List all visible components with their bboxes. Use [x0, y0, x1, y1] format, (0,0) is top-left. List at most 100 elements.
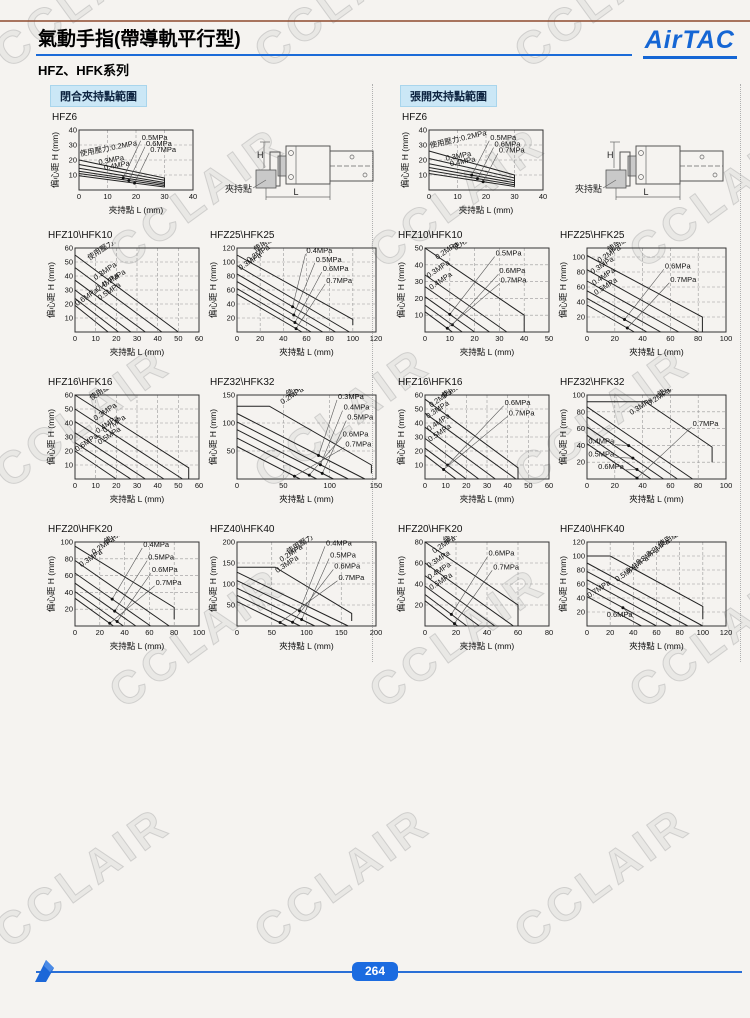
svg-text:20: 20 [112, 481, 120, 490]
svg-text:10: 10 [419, 171, 427, 180]
chart-title: HFZ6 [402, 112, 427, 123]
svg-text:20: 20 [96, 628, 104, 637]
footer-brand-icon [34, 958, 58, 984]
chart-open-hfz6: HFZ6 0.5MPa 0.6MPa 0.7MPa 使用壓力:0.2MPa 0.3MPa 0… [400, 112, 550, 216]
svg-text:40: 40 [577, 594, 585, 603]
svg-text:使用壓力: 0.2MPa: 使用壓力: 0.2MPa [87, 389, 143, 402]
svg-text:0: 0 [585, 628, 589, 637]
svg-text:0.6MPa: 0.6MPa [323, 264, 350, 273]
svg-text:0: 0 [73, 481, 77, 490]
svg-text:100: 100 [222, 580, 235, 589]
chart-title: HFZ10\HFK10 [398, 230, 463, 241]
svg-text:0.6MPa: 0.6MPa [598, 462, 625, 471]
svg-text:100: 100 [697, 628, 710, 637]
svg-text:0: 0 [423, 628, 427, 637]
chart-plot: 0.4MPa0.5MPa0.6MPa0.7MPa使用壓力:0.2MPa0.3MP… [46, 536, 205, 651]
svg-text:60: 60 [227, 286, 235, 295]
svg-text:偏心距 H (mm): 偏心距 H (mm) [558, 409, 568, 465]
svg-text:20: 20 [69, 156, 77, 165]
svg-text:20: 20 [65, 447, 73, 456]
svg-text:20: 20 [419, 156, 427, 165]
svg-text:120: 120 [370, 334, 383, 343]
svg-text:10: 10 [415, 461, 423, 470]
chart-plot: 0.6MPa0.7MPa使用壓力:0.2MPa0.3MPa0.4MPa0.5MP… [396, 389, 553, 504]
chart-title: HFZ32\HFK32 [560, 377, 625, 388]
chart-open-hfz40: HFZ40\HFK40 0.6MPa 使用壓力 0.2MPa 0.3MPa 0.4MPa 0… [558, 524, 733, 652]
gripper-drawing: H L 夾持點 [225, 141, 374, 200]
svg-text:20: 20 [65, 605, 73, 614]
svg-text:80: 80 [675, 628, 683, 637]
svg-text:200: 200 [370, 628, 383, 637]
chart-plot: 0.4MPa0.5MPa0.6MPa0.7MPa使用壓力:0.2MPa0.3MP… [558, 389, 732, 504]
svg-text:0.6MPa: 0.6MPa [152, 565, 179, 574]
svg-text:0.6MPa: 0.6MPa [505, 398, 532, 407]
svg-text:120: 120 [720, 628, 733, 637]
svg-text:60: 60 [65, 571, 73, 580]
section-label-closed: 閉合夾持點範圍 [50, 85, 147, 107]
svg-text:夾持點 L (mm): 夾持點 L (mm) [109, 205, 164, 215]
svg-text:40: 40 [415, 580, 423, 589]
svg-text:30: 30 [133, 334, 141, 343]
svg-text:10: 10 [453, 192, 461, 201]
svg-text:20: 20 [227, 314, 235, 323]
svg-text:偏心距 H (mm): 偏心距 H (mm) [208, 262, 218, 318]
svg-text:0.6MPa: 0.6MPa [343, 429, 370, 438]
svg-text:0: 0 [73, 334, 77, 343]
svg-text:60: 60 [545, 481, 553, 490]
svg-text:20: 20 [606, 628, 614, 637]
svg-text:偏心距 H (mm): 偏心距 H (mm) [558, 556, 568, 612]
svg-text:10: 10 [103, 192, 111, 201]
svg-text:60: 60 [577, 424, 585, 433]
svg-text:0.7MPa: 0.7MPa [493, 562, 520, 571]
svg-text:40: 40 [69, 126, 77, 135]
svg-text:0.5MPa: 0.5MPa [347, 413, 374, 422]
svg-text:40: 40 [415, 419, 423, 428]
svg-text:0.6MPa: 0.6MPa [334, 561, 361, 570]
svg-text:40: 40 [419, 126, 427, 135]
chart-closed-hfz20: HFZ20\HFK200.4MPa0.5MPa0.6MPa0.7MPa使用壓力:… [46, 524, 206, 652]
chart-title: HFZ32\HFK32 [210, 377, 275, 388]
svg-text:0.6MPa: 0.6MPa [146, 139, 173, 148]
svg-text:150: 150 [222, 391, 235, 400]
svg-text:60: 60 [302, 334, 310, 343]
svg-text:60: 60 [145, 628, 153, 637]
svg-text:80: 80 [577, 407, 585, 416]
svg-text:60: 60 [577, 580, 585, 589]
svg-text:10: 10 [441, 481, 449, 490]
chart-title: HFZ40\HFK40 [210, 524, 275, 535]
page-number-badge: 264 [352, 962, 398, 981]
svg-text:50: 50 [174, 334, 182, 343]
svg-text:0.7MPa: 0.7MPa [501, 275, 528, 284]
svg-text:80: 80 [415, 538, 423, 547]
chart-open-hfz20: HFZ20\HFK200.6MPa0.7MPa使用壓力:0.2MPa0.3MPa… [396, 524, 556, 652]
svg-text:80: 80 [545, 628, 553, 637]
svg-text:50: 50 [545, 334, 553, 343]
right-margin-divider [740, 84, 741, 662]
svg-text:10: 10 [446, 334, 454, 343]
svg-text:40: 40 [483, 628, 491, 637]
svg-text:150: 150 [370, 481, 383, 490]
svg-text:60: 60 [195, 481, 203, 490]
svg-text:0.5MPa: 0.5MPa [496, 249, 523, 258]
svg-text:60: 60 [65, 391, 73, 400]
svg-text:0: 0 [423, 481, 427, 490]
svg-text:20: 20 [415, 601, 423, 610]
top-rule [0, 20, 750, 22]
svg-text:10: 10 [69, 171, 77, 180]
svg-text:0.5MPa: 0.5MPa [148, 553, 175, 562]
svg-text:0.6MPa: 0.6MPa [489, 549, 516, 558]
svg-text:夾持點 L (mm): 夾持點 L (mm) [459, 205, 514, 215]
svg-text:20: 20 [132, 192, 140, 201]
svg-text:120: 120 [572, 538, 585, 547]
svg-text:60: 60 [652, 628, 660, 637]
svg-text:40: 40 [415, 260, 423, 269]
svg-text:夾持點 L (mm): 夾持點 L (mm) [110, 494, 165, 504]
svg-text:0.7MPa: 0.7MPa [156, 578, 183, 587]
chart-open-hfz16: HFZ16\HFK160.6MPa0.7MPa使用壓力:0.2MPa0.3MPa… [396, 377, 556, 505]
svg-text:50: 50 [227, 447, 235, 456]
chart-title: HFZ20\HFK20 [48, 524, 113, 535]
series-subtitle: HFZ、HFK系列 [38, 63, 129, 78]
svg-text:0: 0 [235, 334, 239, 343]
svg-text:0.3MPa: 0.3MPa [338, 392, 365, 401]
